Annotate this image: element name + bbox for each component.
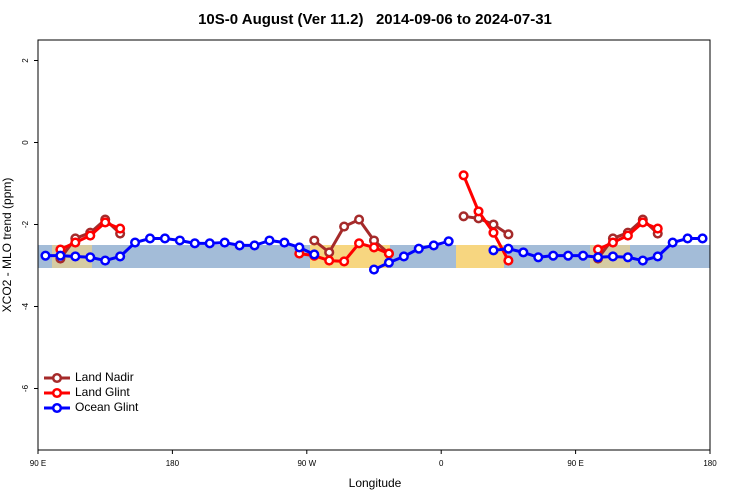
x-tick-label: 90 E	[30, 459, 46, 468]
point	[189, 238, 200, 249]
point	[70, 237, 81, 248]
point	[697, 233, 708, 244]
point	[115, 251, 126, 262]
x-tick-label: 180	[166, 459, 180, 468]
point	[383, 257, 394, 268]
point	[488, 245, 499, 256]
point	[503, 255, 514, 266]
point	[174, 235, 185, 246]
point	[637, 217, 648, 228]
point	[443, 236, 454, 247]
x-tick-label: 0	[439, 459, 444, 468]
y-tick-label: 2	[21, 58, 30, 63]
point	[518, 247, 529, 258]
point	[144, 233, 156, 244]
point	[563, 250, 574, 261]
legend-marker	[51, 402, 63, 414]
chart-title: 10S-0 August (Ver 11.2) 2014-09-06 to 20…	[198, 11, 552, 28]
legend-marker	[51, 372, 63, 384]
point	[413, 243, 424, 254]
point	[458, 211, 469, 222]
y-axis-label: XCO2 - MLO trend (ppm)	[0, 178, 14, 313]
point	[159, 233, 170, 244]
x-tick-label: 90 W	[297, 459, 316, 468]
point	[354, 214, 365, 225]
point	[85, 230, 96, 241]
point	[473, 206, 484, 217]
point	[70, 251, 81, 262]
point	[622, 230, 633, 241]
point	[383, 248, 394, 259]
point	[368, 242, 380, 253]
point	[607, 251, 618, 262]
y-tick-label: -2	[21, 220, 30, 228]
point	[309, 235, 320, 246]
x-tick-label: 90 E	[567, 459, 583, 468]
point	[130, 237, 141, 248]
point	[100, 217, 111, 228]
point	[398, 251, 409, 262]
x-axis-label: Longitude	[349, 476, 402, 490]
point	[234, 240, 245, 251]
point	[219, 237, 230, 248]
point	[548, 250, 559, 261]
point	[55, 250, 66, 261]
legend-label: Land Nadir	[75, 370, 134, 384]
point	[622, 252, 633, 263]
point	[279, 237, 290, 248]
point	[578, 250, 589, 261]
x-tick-label: 180	[703, 459, 717, 468]
point	[85, 252, 96, 263]
y-tick-label: 0	[21, 140, 30, 145]
plot-frame	[37, 39, 711, 451]
point	[309, 249, 320, 260]
y-tick-label: -6	[21, 384, 30, 392]
point	[667, 237, 678, 248]
point	[115, 223, 126, 234]
point	[503, 229, 514, 240]
point	[607, 237, 618, 248]
point	[204, 238, 215, 249]
point	[294, 242, 305, 253]
point	[428, 240, 439, 251]
point	[652, 251, 663, 262]
point	[652, 223, 663, 234]
point	[637, 255, 648, 266]
point	[40, 250, 51, 261]
point	[533, 252, 544, 263]
point	[264, 235, 275, 246]
point	[503, 243, 514, 254]
legend-label: Land Glint	[75, 385, 130, 399]
point	[458, 170, 469, 181]
point	[249, 240, 260, 251]
point	[354, 238, 365, 249]
point	[488, 227, 499, 238]
point	[100, 255, 111, 266]
point	[592, 244, 604, 255]
point	[339, 221, 350, 232]
point	[682, 233, 693, 244]
legend-marker	[51, 387, 63, 399]
point	[324, 255, 335, 266]
point	[592, 252, 604, 263]
point	[368, 264, 380, 275]
y-tick-label: -4	[21, 302, 30, 310]
point	[324, 247, 335, 258]
legend-label: Ocean Glint	[75, 400, 139, 414]
point	[339, 256, 350, 267]
